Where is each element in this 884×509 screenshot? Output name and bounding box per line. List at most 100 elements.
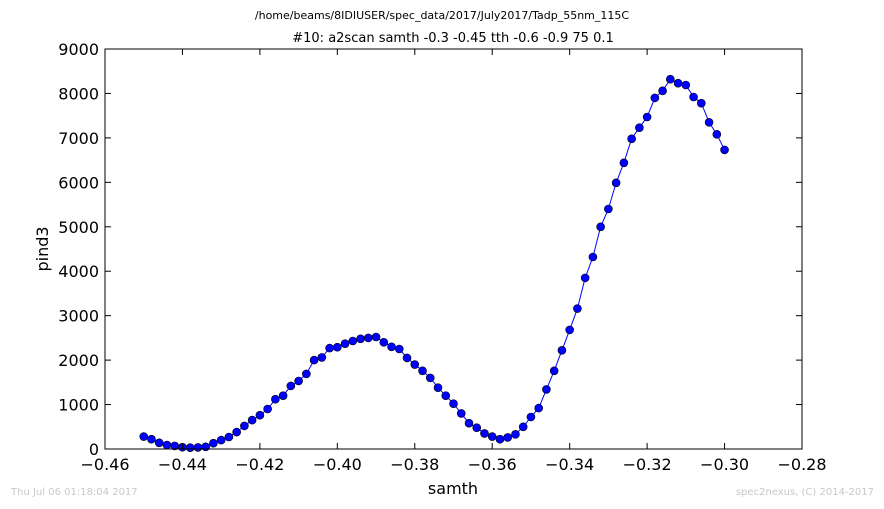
data-point (433, 383, 443, 392)
data-point (596, 222, 605, 232)
data-point (224, 432, 234, 442)
data-point (232, 427, 241, 437)
data-point (333, 342, 342, 352)
data-point (154, 438, 164, 448)
data-point (162, 440, 172, 450)
data-point (216, 435, 226, 445)
y-tick-label: 5000 (58, 218, 99, 237)
data-point (240, 421, 249, 431)
data-point (271, 394, 280, 404)
y-tick-label: 1000 (58, 396, 99, 415)
data-point (294, 376, 303, 386)
data-point (472, 423, 482, 432)
data-point (518, 422, 528, 432)
data-point (418, 366, 427, 376)
y-tick-label: 8000 (58, 84, 99, 103)
y-tick-label: 9000 (58, 40, 99, 59)
data-point (193, 443, 203, 452)
data-point (464, 418, 474, 428)
plot-area (139, 74, 729, 452)
data-point (720, 145, 729, 155)
data-point (704, 118, 714, 127)
data-point (573, 304, 582, 313)
data-point (302, 369, 311, 379)
data-point (286, 381, 296, 391)
x-tick-label: −0.36 (468, 455, 517, 474)
data-point (565, 325, 574, 335)
y-tick-label: 4000 (58, 262, 99, 281)
y-tick-label: 7000 (58, 129, 99, 148)
data-point (201, 442, 210, 452)
y-tick-label: 2000 (58, 351, 99, 370)
chart-subtitle: #10: a2scan samth -0.3 -0.45 tth -0.6 -0… (292, 31, 614, 46)
data-point (611, 178, 621, 188)
x-tick-label: −0.40 (313, 455, 362, 474)
data-point (588, 252, 598, 262)
x-tick-label: −0.42 (235, 455, 284, 474)
x-tick-label: −0.30 (700, 455, 749, 474)
data-point (673, 78, 683, 88)
data-point (534, 403, 543, 413)
data-point (681, 80, 691, 90)
x-tick-label: −0.38 (390, 455, 439, 474)
data-point (658, 86, 667, 96)
data-point (480, 429, 489, 438)
data-point (317, 353, 327, 362)
x-axis-label: samth (428, 479, 478, 498)
data-point (441, 391, 451, 400)
x-tick-label: −0.46 (80, 455, 129, 474)
axes-frame (104, 48, 803, 450)
data-point (209, 438, 218, 448)
data-point (410, 360, 420, 369)
data-point (255, 410, 265, 420)
data-point (549, 366, 559, 376)
x-tick-label: −0.44 (158, 455, 207, 474)
data-point (371, 332, 381, 342)
data-point (387, 342, 396, 352)
data-point (394, 344, 404, 354)
data-point (449, 399, 458, 408)
axis-ticks: −0.46 −0.44 −0.42 −0.40 −0.38 −0.36 −0.34 −0.32… (58, 40, 826, 474)
data-point (340, 339, 350, 348)
chart-title: /home/beams/8IDIUSER/spec_data/2017/July… (255, 9, 630, 22)
footer-timestamp: Thu Jul 06 01:18:04 2017 (11, 487, 138, 498)
data-point (247, 415, 257, 425)
y-tick-label: 6000 (58, 173, 99, 192)
data-point (495, 434, 505, 444)
data-point (263, 404, 272, 414)
x-tick-label: −0.28 (777, 455, 826, 474)
data-point (627, 134, 636, 144)
data-point (666, 74, 675, 84)
data-point (689, 92, 698, 102)
data-point (487, 432, 497, 441)
data-point (325, 343, 334, 353)
data-point (185, 443, 195, 452)
data-point (356, 334, 365, 344)
data-point (635, 123, 644, 132)
data-point (712, 130, 722, 139)
data-point (619, 158, 629, 168)
data-point (697, 98, 706, 108)
x-tick-label: −0.32 (623, 455, 672, 474)
data-point (456, 409, 466, 418)
data-point (642, 112, 652, 122)
y-tick-label: 0 (89, 440, 99, 459)
data-point (309, 355, 319, 365)
y-tick-label: 3000 (58, 307, 99, 326)
data-point (364, 333, 373, 343)
data-point (348, 336, 358, 346)
data-point (511, 430, 520, 439)
data-point (604, 204, 613, 214)
x-tick-label: −0.34 (545, 455, 594, 474)
data-point (425, 373, 435, 383)
data-point (650, 93, 660, 103)
footer-credit: spec2nexus, (C) 2014-2017 (735, 487, 874, 498)
data-point (139, 432, 149, 441)
data-point (526, 412, 536, 422)
data-point (542, 385, 551, 394)
data-point (503, 433, 513, 442)
series-line (143, 78, 726, 449)
data-point (278, 391, 288, 400)
data-point (379, 338, 389, 347)
